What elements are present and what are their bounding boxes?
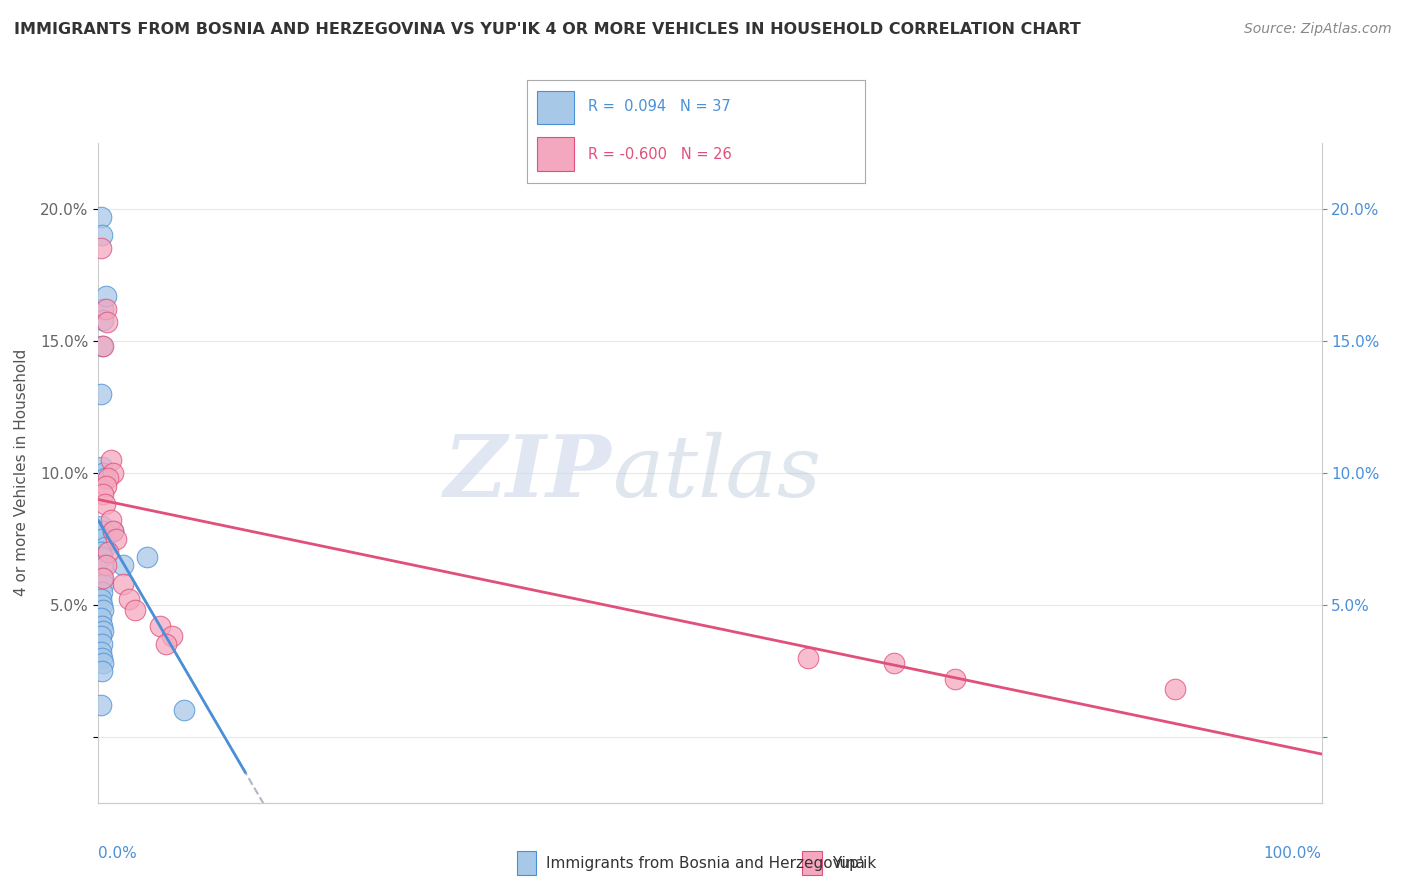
Text: IMMIGRANTS FROM BOSNIA AND HERZEGOVINA VS YUP'IK 4 OR MORE VEHICLES IN HOUSEHOLD: IMMIGRANTS FROM BOSNIA AND HERZEGOVINA V… xyxy=(14,22,1081,37)
Point xyxy=(943,672,966,686)
Point xyxy=(91,603,114,617)
Point xyxy=(124,603,146,617)
Point xyxy=(91,524,114,538)
Point xyxy=(90,645,112,659)
Point xyxy=(91,532,114,546)
Point xyxy=(173,703,195,717)
Point xyxy=(90,630,112,644)
Text: Yup'ik: Yup'ik xyxy=(831,855,876,871)
Point xyxy=(91,619,114,633)
Point xyxy=(94,289,117,303)
Text: R =  0.094   N = 37: R = 0.094 N = 37 xyxy=(588,99,731,114)
Point xyxy=(91,664,114,678)
Point xyxy=(94,301,117,316)
Point xyxy=(91,228,114,243)
Point xyxy=(91,598,114,612)
Point xyxy=(1164,682,1187,697)
Point xyxy=(101,524,124,538)
Point xyxy=(101,524,124,538)
Point xyxy=(93,540,115,554)
Point xyxy=(149,619,172,633)
Point xyxy=(97,471,120,485)
Point xyxy=(90,241,112,255)
Point xyxy=(90,210,112,224)
Point xyxy=(91,487,114,501)
Point xyxy=(104,532,127,546)
Point xyxy=(91,637,114,651)
Text: Source: ZipAtlas.com: Source: ZipAtlas.com xyxy=(1244,22,1392,37)
Point xyxy=(91,650,114,665)
Text: Immigrants from Bosnia and Herzegovina: Immigrants from Bosnia and Herzegovina xyxy=(546,855,865,871)
Point xyxy=(97,545,120,559)
Point xyxy=(91,584,114,599)
Point xyxy=(91,339,114,353)
Point xyxy=(91,571,114,585)
Point xyxy=(90,545,112,559)
Bar xyxy=(801,851,821,875)
Point xyxy=(93,471,115,485)
Point xyxy=(160,630,183,644)
Point xyxy=(111,576,134,591)
Y-axis label: 4 or more Vehicles in Household: 4 or more Vehicles in Household xyxy=(14,349,30,597)
Point xyxy=(91,339,114,353)
Point xyxy=(93,498,115,512)
Point xyxy=(90,386,112,401)
Point xyxy=(94,479,117,493)
Point xyxy=(100,452,122,467)
Point xyxy=(101,466,124,480)
Text: atlas: atlas xyxy=(612,432,821,514)
Point xyxy=(91,571,114,585)
Point xyxy=(94,558,117,573)
Text: ZIP: ZIP xyxy=(444,431,612,515)
Point xyxy=(90,698,112,712)
Point xyxy=(91,518,114,533)
Point xyxy=(155,637,177,651)
Text: R = -0.600   N = 26: R = -0.600 N = 26 xyxy=(588,146,731,161)
Bar xyxy=(517,851,536,875)
Text: 0.0%: 0.0% xyxy=(98,846,138,861)
Point xyxy=(91,576,114,591)
Point xyxy=(91,312,114,326)
Point xyxy=(90,611,112,625)
Bar xyxy=(537,91,575,124)
Point xyxy=(136,550,159,565)
Point xyxy=(91,624,114,639)
Text: 100.0%: 100.0% xyxy=(1264,846,1322,861)
Point xyxy=(91,460,114,475)
Point xyxy=(797,650,820,665)
Point xyxy=(96,315,118,329)
Point xyxy=(91,558,114,573)
Point xyxy=(883,656,905,670)
Bar xyxy=(537,136,575,170)
Point xyxy=(91,656,114,670)
Point xyxy=(91,466,114,480)
Point xyxy=(91,550,114,565)
Point xyxy=(100,513,122,527)
Point xyxy=(111,558,134,573)
Point xyxy=(91,301,114,316)
Point xyxy=(90,592,112,607)
Point xyxy=(118,592,141,607)
